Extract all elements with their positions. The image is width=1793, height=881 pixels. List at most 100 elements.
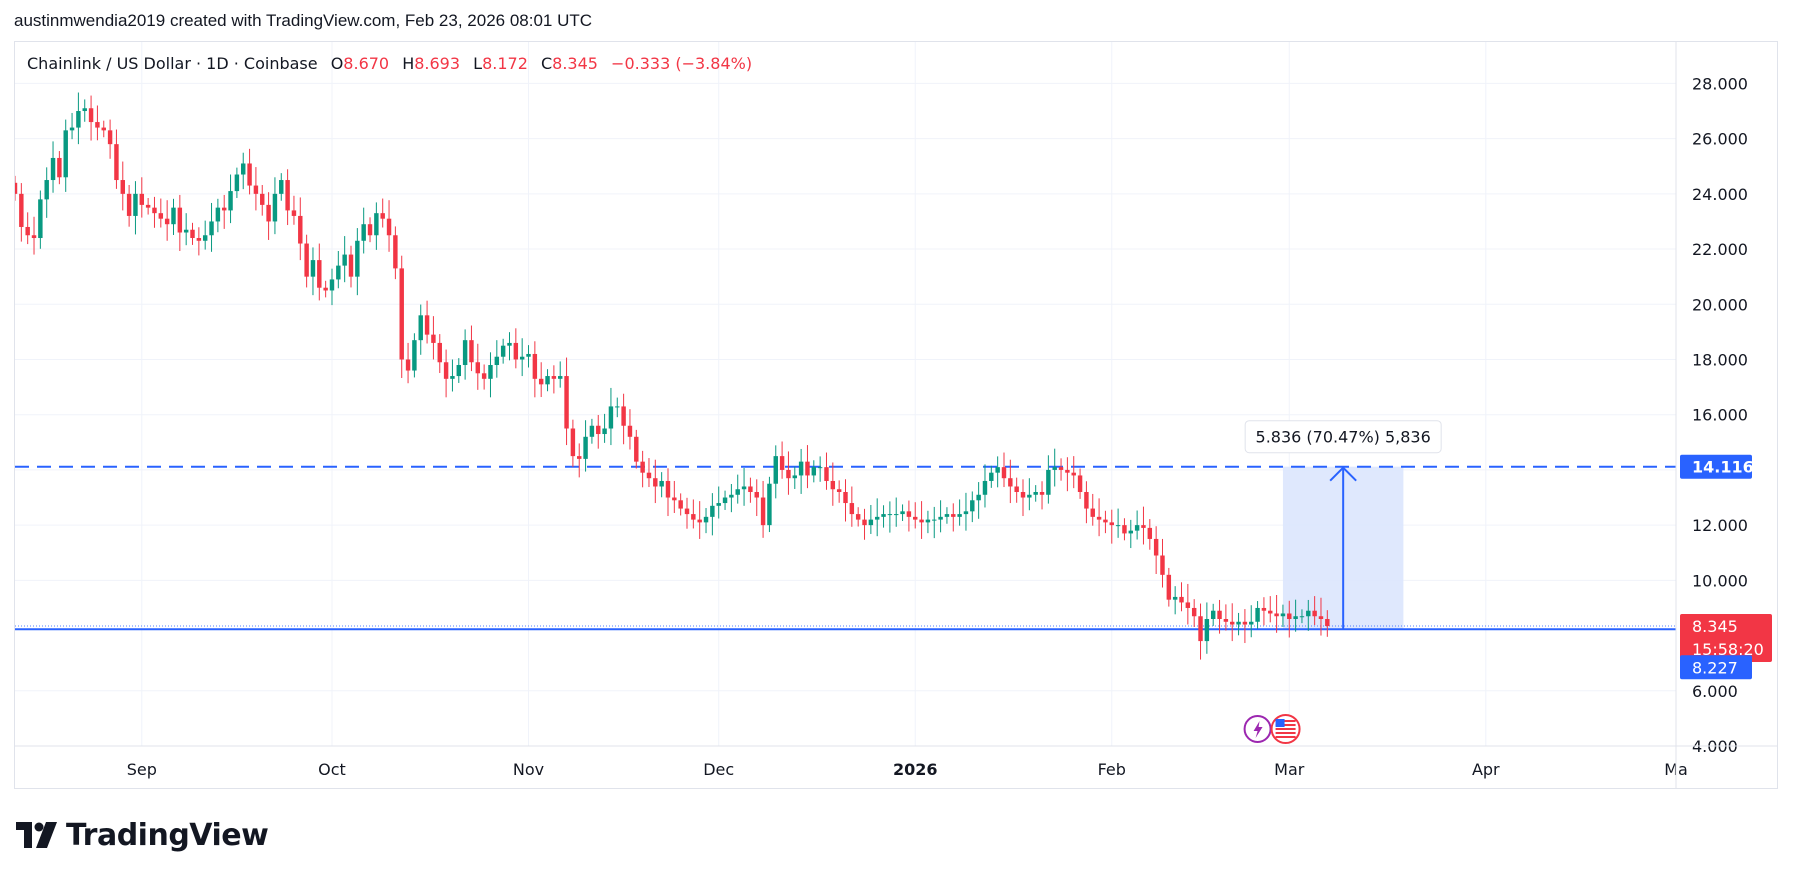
candle-body xyxy=(906,511,912,517)
candle-body xyxy=(1217,610,1222,620)
candle-body xyxy=(995,467,1000,473)
candle-body xyxy=(31,235,37,239)
event-icons xyxy=(1243,714,1301,744)
y-tick-label: 24.000 xyxy=(1692,185,1748,204)
candle-body xyxy=(1210,610,1216,620)
open-label: O xyxy=(330,54,344,73)
candle-body xyxy=(1077,475,1083,493)
candle-body xyxy=(1274,613,1279,617)
x-tick-label: Apr xyxy=(1472,760,1500,779)
candle-body xyxy=(133,193,138,216)
y-tick-label: 16.000 xyxy=(1692,406,1748,425)
candle-body xyxy=(145,204,151,208)
candle-body xyxy=(792,475,798,479)
candle-body xyxy=(843,492,848,504)
open-value: 8.670 xyxy=(343,54,390,73)
candle-body xyxy=(329,279,335,291)
candle-body xyxy=(310,260,316,277)
candle-body xyxy=(25,226,30,236)
candle-body xyxy=(989,472,994,481)
candle-body xyxy=(469,340,474,363)
y-tick-label: 26.000 xyxy=(1692,130,1748,149)
candle-body xyxy=(1204,619,1210,642)
candle-body xyxy=(900,511,905,515)
candle-body xyxy=(266,204,271,222)
x-tick-label: Oct xyxy=(318,760,346,779)
y-tick-label: 20.000 xyxy=(1692,295,1748,314)
candle-body xyxy=(805,461,810,476)
candle-body xyxy=(944,514,950,517)
candle-body xyxy=(253,185,259,194)
candle-body xyxy=(393,235,398,269)
candle-body xyxy=(88,108,94,123)
candle-body xyxy=(272,193,278,222)
x-tick-label: Dec xyxy=(703,760,734,779)
candle-body xyxy=(76,111,81,128)
candle-body xyxy=(139,193,145,205)
candle-body xyxy=(1312,610,1317,617)
horizontal-levels xyxy=(15,465,1676,631)
candle-body xyxy=(481,373,487,379)
low-label: L xyxy=(473,54,483,73)
candle-body xyxy=(1287,613,1292,620)
countdown-timer: 15:58:20 xyxy=(1692,640,1764,659)
candle-body xyxy=(82,108,87,112)
candle-body xyxy=(342,254,347,266)
candle-body xyxy=(488,365,493,379)
candle-body xyxy=(634,436,639,462)
candle-body xyxy=(691,514,696,520)
candle-body xyxy=(1242,621,1248,625)
high-label: H xyxy=(402,54,415,73)
candle-body xyxy=(298,215,303,244)
candle-body xyxy=(1103,519,1108,523)
axes: 28.000 26.000 24.000 22.000 20.000 18.000 16.0… xyxy=(15,42,1778,788)
candle-body xyxy=(152,207,157,214)
symbol-title: Chainlink / US Dollar · 1D · Coinbase xyxy=(27,54,318,73)
candle-body xyxy=(374,213,379,236)
level-price-tag-text: 14.116 xyxy=(1692,458,1754,477)
candle-body xyxy=(868,519,874,526)
candle-body xyxy=(659,480,664,487)
x-tick-label: Mar xyxy=(1274,760,1305,779)
candle-body xyxy=(513,342,519,360)
candle-body xyxy=(291,210,297,216)
candle-body xyxy=(551,376,557,379)
chart-attribution: austinmwendia2019 created with TradingVi… xyxy=(14,11,593,30)
candle-body xyxy=(963,511,969,515)
measure-label-box xyxy=(1244,420,1442,454)
candle-body xyxy=(1236,621,1241,625)
candle-body xyxy=(196,238,202,241)
candle-body xyxy=(849,503,855,515)
candle-body xyxy=(456,365,461,377)
candle-body xyxy=(557,376,563,379)
candle-body xyxy=(1293,616,1298,620)
tradingview-logo-text: TradingView xyxy=(66,817,269,853)
candle-body xyxy=(241,163,246,175)
candle-body xyxy=(183,229,189,233)
flag-stripe xyxy=(1275,728,1296,730)
candle-body xyxy=(1090,508,1095,517)
candle-body xyxy=(126,193,132,216)
candle-body xyxy=(874,516,880,520)
candle-body xyxy=(107,130,113,145)
candle-body xyxy=(209,221,214,236)
y-tick-label: 28.000 xyxy=(1692,74,1748,93)
candle-body xyxy=(583,436,588,459)
candle-body xyxy=(507,342,512,346)
candle-body xyxy=(234,174,240,192)
tradingview-logo-icon xyxy=(16,822,57,848)
candle-body xyxy=(336,265,341,280)
candle-body xyxy=(526,353,531,357)
candle-body xyxy=(855,514,861,520)
level-price-tag xyxy=(1680,454,1752,479)
tradingview-logo[interactable]: TradingView xyxy=(16,815,269,855)
candle-body xyxy=(589,425,595,437)
candle-body xyxy=(367,224,373,236)
flag-stripe xyxy=(1275,736,1296,738)
candle-body xyxy=(646,472,652,479)
candle-body xyxy=(830,480,836,490)
candle-body xyxy=(361,224,366,241)
lightning-bolt-icon xyxy=(1253,721,1263,738)
price-tags: 14.116 8.345 15:58:208.227 xyxy=(1680,454,1772,680)
